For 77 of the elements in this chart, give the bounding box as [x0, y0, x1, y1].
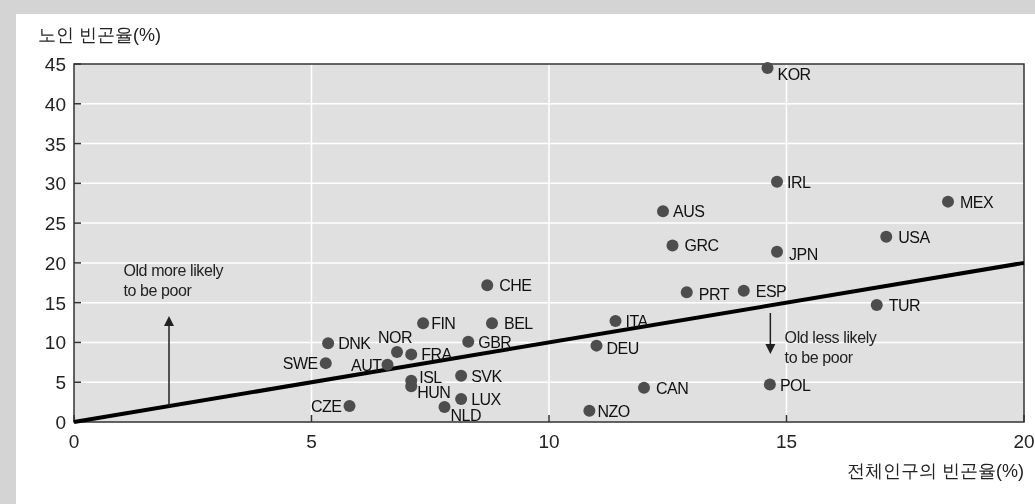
point: [322, 337, 335, 350]
series-label: SWE: [282, 355, 318, 373]
y-tick-label: 30: [44, 173, 66, 195]
point: [763, 378, 776, 391]
series-label: BEL: [504, 315, 534, 333]
x-tick-label: 20: [1013, 431, 1035, 452]
y-tick-label: 20: [44, 252, 66, 274]
series-label: PRT: [698, 286, 730, 304]
x-axis-title: 전체인구의 빈곤율(%): [847, 461, 1024, 481]
series-label: JPN: [789, 245, 818, 263]
series-label: FRA: [421, 346, 453, 364]
series-label: LUX: [471, 390, 502, 408]
point: [343, 400, 356, 413]
point: [583, 404, 596, 417]
series-label: GRC: [684, 237, 719, 255]
point: [405, 348, 418, 361]
x-tick-label: 5: [306, 431, 317, 452]
series-label: ISL: [419, 368, 443, 386]
point: [486, 317, 498, 330]
series-label: IRL: [787, 173, 811, 191]
series-label: AUT: [351, 356, 383, 374]
point: [771, 245, 783, 258]
point: [455, 392, 468, 405]
point: [680, 286, 693, 299]
point: [942, 195, 954, 208]
point: [737, 284, 750, 297]
y-tick-label: 15: [44, 292, 66, 314]
series-label: NOR: [377, 328, 413, 346]
series-label: DNK: [338, 335, 372, 353]
series-label: MEX: [960, 193, 994, 211]
series-label: TUR: [888, 297, 921, 315]
y-axis-title: 노인 빈곤율(%): [38, 25, 161, 45]
series-label: KOR: [777, 65, 811, 83]
series-label: USA: [898, 228, 931, 246]
series-label: FIN: [431, 315, 456, 333]
point: [319, 357, 332, 370]
series-label: GBR: [478, 333, 512, 351]
series-label: NZO: [597, 402, 630, 420]
point: [638, 381, 650, 394]
point: [609, 314, 622, 327]
point: [870, 299, 883, 312]
y-tick-label: 25: [44, 213, 66, 235]
series-label: DEU: [606, 339, 639, 357]
annotation: Old less likely to be poor: [784, 329, 877, 366]
series-label: AUS: [673, 203, 705, 221]
point: [462, 335, 475, 348]
series-label: CHE: [499, 277, 532, 295]
point: [590, 339, 603, 352]
point: [391, 345, 403, 358]
series-label: POL: [779, 376, 811, 394]
series-label: CZE: [311, 398, 342, 416]
series-label: HUN: [417, 384, 451, 402]
y-tick-label: 35: [44, 133, 66, 155]
series-label: SVK: [471, 367, 503, 385]
series-label: ESP: [755, 282, 787, 300]
y-tick-label: 40: [44, 93, 66, 115]
point: [771, 175, 783, 188]
series-label: CAN: [656, 379, 689, 397]
x-tick-label: 0: [68, 431, 80, 452]
point: [880, 230, 893, 243]
y-tick-label: 5: [55, 372, 66, 394]
y-tick-label: 45: [44, 54, 66, 75]
x-tick-label: 15: [775, 431, 798, 452]
point: [481, 279, 494, 292]
annotation: Old more likely to be poor: [123, 262, 224, 299]
point: [666, 239, 679, 252]
point: [438, 400, 451, 413]
point: [761, 61, 774, 74]
series-label: ITA: [625, 312, 649, 330]
x-tick-label: 10: [538, 431, 560, 452]
point: [381, 358, 394, 371]
y-tick-label: 0: [55, 412, 66, 433]
point: [455, 369, 468, 382]
series-label: NLD: [450, 406, 482, 424]
y-tick-label: 10: [44, 332, 66, 354]
point: [417, 317, 430, 330]
point: [657, 205, 669, 218]
